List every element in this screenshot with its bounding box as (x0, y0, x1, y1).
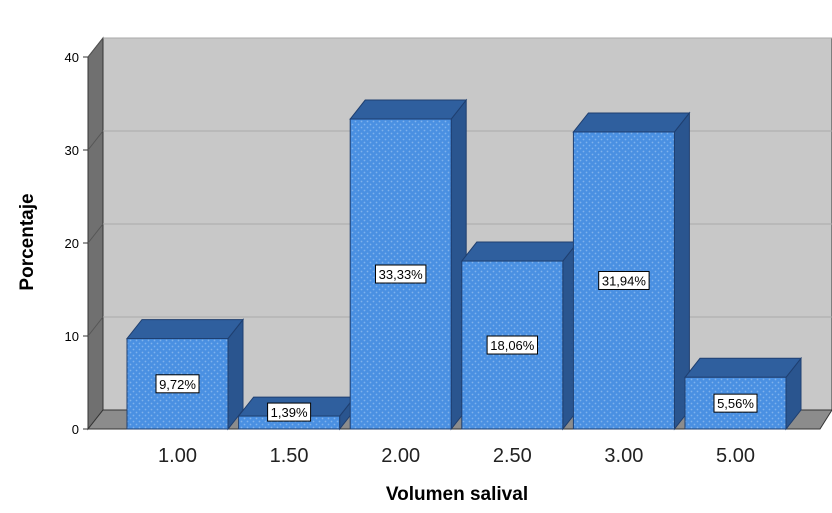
gridline-side (87, 316, 104, 337)
x-tick-label: 1.50 (270, 445, 309, 467)
x-tick-label: 1.00 (158, 445, 197, 467)
bar: 18,06% (460, 240, 579, 431)
data-label: 1,39% (271, 405, 308, 420)
bar-top (572, 112, 691, 133)
x-tick-label: 5.00 (716, 445, 755, 467)
y-tick-label: 20 (65, 236, 79, 251)
y-tick-label: 0 (72, 422, 79, 437)
data-label-box (486, 335, 539, 355)
data-label-box (267, 402, 312, 422)
bar: 33,33% (349, 98, 468, 431)
data-label: 33,33% (379, 267, 424, 282)
x-axis-title: Volumen salival (386, 484, 528, 505)
x-tick-label: 3.00 (604, 445, 643, 467)
bar-top (683, 357, 803, 378)
data-label-box (155, 374, 200, 394)
bar: 5,56% (683, 356, 803, 431)
data-label: 5,56% (717, 396, 754, 411)
gridline-side (87, 130, 104, 151)
data-label-box (375, 264, 427, 284)
y-tick-label: 40 (65, 50, 79, 65)
data-label-box (598, 270, 650, 290)
bar: 9,72% (125, 318, 245, 431)
data-label: 18,06% (490, 338, 535, 353)
data-label: 31,94% (602, 273, 647, 288)
y-axis-ticks: 0 10 20 30 40 (65, 50, 88, 437)
bar: 31,94% (572, 111, 691, 431)
bar-top (125, 319, 245, 340)
bars: 9,72% 1,39% 33,33% 18,06% 31,94% 5,56% (125, 98, 803, 431)
data-label: 9,72% (159, 377, 196, 392)
gridline-side (87, 37, 104, 58)
y-tick-label: 30 (65, 143, 79, 158)
bar-top (460, 241, 579, 262)
gridline-side (87, 223, 104, 244)
bar: 1,39% (237, 395, 356, 431)
bar-top (349, 99, 468, 120)
x-tick-label: 2.00 (381, 445, 420, 467)
y-tick-label: 10 (65, 329, 79, 344)
y-axis-title: Porcentaje (17, 193, 38, 290)
data-label-box (713, 393, 758, 413)
x-tick-label: 2.50 (493, 445, 532, 467)
x-axis-ticks: 1.00 1.50 2.00 2.50 3.00 5.00 (158, 445, 755, 467)
